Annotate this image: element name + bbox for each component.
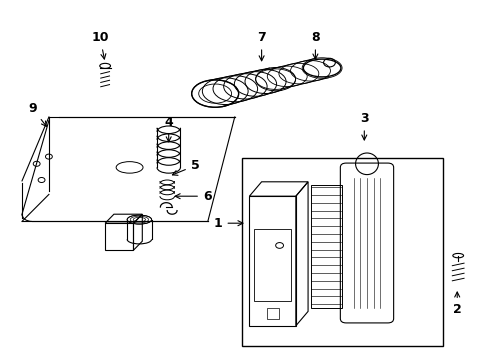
- Text: 5: 5: [172, 159, 199, 175]
- Text: 7: 7: [257, 31, 265, 61]
- Text: 4: 4: [164, 116, 173, 142]
- Bar: [266, 308, 278, 319]
- Bar: [310, 185, 342, 308]
- Text: 8: 8: [310, 31, 319, 59]
- Bar: [254, 229, 290, 301]
- Text: 6: 6: [175, 190, 211, 203]
- Text: 1: 1: [213, 217, 243, 230]
- Text: 3: 3: [359, 112, 368, 140]
- Text: 9: 9: [28, 102, 46, 126]
- Text: 10: 10: [91, 31, 109, 59]
- Bar: [242, 158, 442, 346]
- Text: 2: 2: [452, 292, 461, 316]
